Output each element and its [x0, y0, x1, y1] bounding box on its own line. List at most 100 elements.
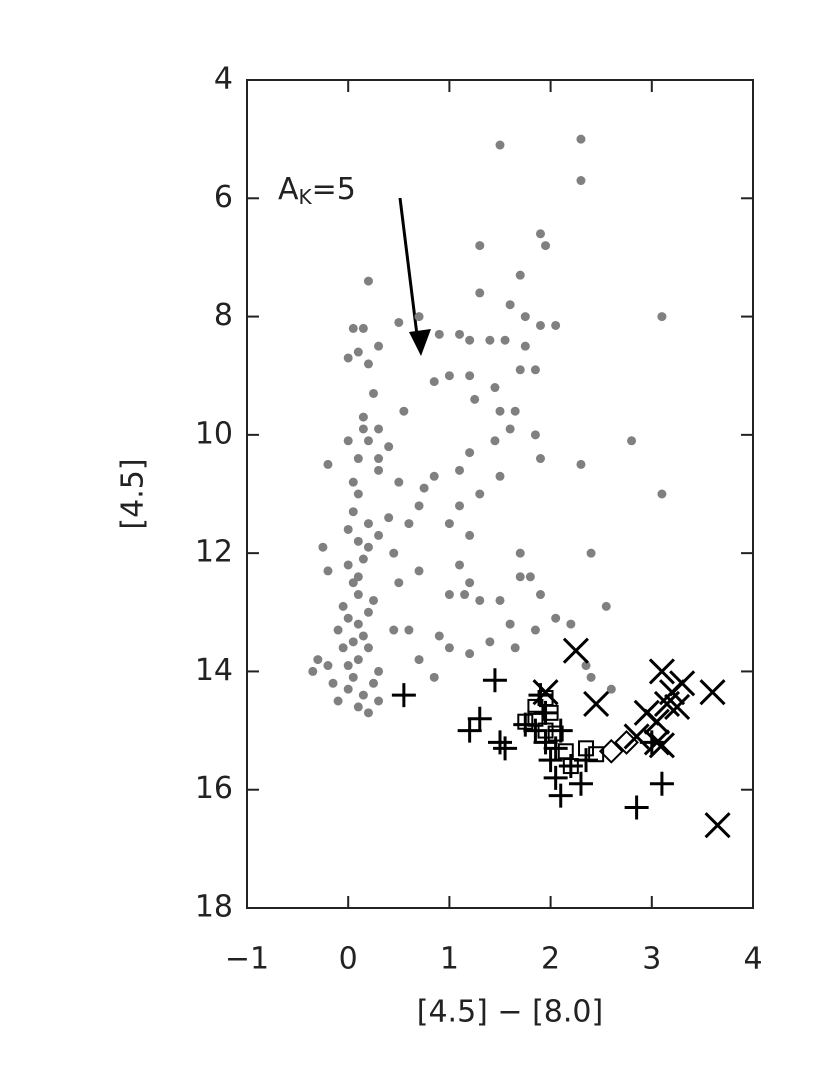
cross-marker [643, 708, 670, 735]
point [348, 507, 358, 517]
x-tick-label: 3 [642, 942, 661, 977]
point [343, 353, 353, 363]
point [348, 323, 358, 333]
point [505, 424, 515, 434]
point [353, 536, 363, 546]
point [455, 501, 465, 511]
point [485, 637, 495, 647]
cross-marker [704, 812, 731, 839]
point [389, 548, 399, 558]
cross-marker [583, 690, 610, 718]
point [495, 595, 505, 605]
point [353, 655, 363, 665]
y-tick-label: 6 [214, 180, 233, 215]
point [475, 241, 485, 251]
point [333, 696, 343, 706]
plus-marker [482, 668, 507, 693]
point [353, 489, 363, 499]
point [505, 619, 515, 629]
point [601, 601, 611, 611]
plus-marker [488, 730, 512, 755]
point [353, 572, 363, 582]
point [535, 590, 545, 600]
point [535, 229, 545, 239]
plus-marker [457, 718, 482, 743]
point [358, 412, 368, 422]
point [515, 548, 525, 558]
point [363, 643, 373, 653]
point [475, 288, 485, 298]
point [470, 394, 480, 404]
point [444, 590, 454, 600]
point [520, 312, 530, 322]
point [353, 702, 363, 712]
x-tick-label: 2 [541, 942, 560, 977]
point [323, 661, 333, 671]
point [343, 613, 353, 623]
y-tick-label: 12 [195, 535, 233, 570]
point [566, 619, 576, 629]
point [313, 655, 323, 665]
x-tick-label: −1 [225, 942, 269, 977]
point [348, 637, 358, 647]
point [353, 454, 363, 464]
point [333, 625, 343, 635]
point [455, 329, 465, 339]
point [338, 643, 348, 653]
plus-marker [391, 683, 416, 708]
point [490, 436, 500, 446]
point [353, 619, 363, 629]
point [363, 276, 373, 286]
plus-marker [523, 718, 548, 743]
arrow-shaft [398, 197, 419, 336]
point [465, 371, 475, 381]
point [535, 320, 545, 330]
square-marker [537, 722, 554, 739]
square-marker [578, 740, 595, 757]
plus-marker [568, 771, 593, 796]
point [485, 335, 495, 345]
point [323, 459, 333, 469]
point [343, 661, 353, 671]
point [358, 631, 368, 641]
point [358, 690, 368, 700]
plus-marker [548, 783, 573, 808]
point [374, 341, 384, 351]
x-tick-label: 4 [743, 942, 762, 977]
point [455, 560, 465, 570]
point [434, 631, 444, 641]
point [500, 335, 510, 345]
point [465, 530, 475, 540]
point [374, 530, 384, 540]
point [384, 442, 394, 452]
point [525, 572, 535, 582]
point [551, 320, 561, 330]
point [505, 300, 515, 310]
point [495, 406, 505, 416]
point [444, 643, 454, 653]
point [475, 489, 485, 499]
point [495, 471, 505, 481]
point [318, 542, 328, 552]
point [510, 406, 520, 416]
point [394, 578, 404, 588]
point [475, 595, 485, 605]
plus-marker [624, 795, 649, 820]
point [535, 454, 545, 464]
plot-frame [246, 79, 754, 909]
point [657, 489, 667, 499]
point [581, 661, 591, 671]
y-tick-label: 16 [195, 771, 233, 806]
point [363, 359, 373, 369]
arrow-head [409, 329, 431, 356]
diamond-marker [614, 729, 639, 755]
point [434, 329, 444, 339]
point [429, 377, 439, 387]
square-marker [527, 698, 544, 715]
annotation-text: A [278, 172, 299, 207]
point [429, 672, 439, 682]
point [515, 572, 525, 582]
point [576, 176, 586, 186]
point [363, 607, 373, 617]
point [353, 590, 363, 600]
